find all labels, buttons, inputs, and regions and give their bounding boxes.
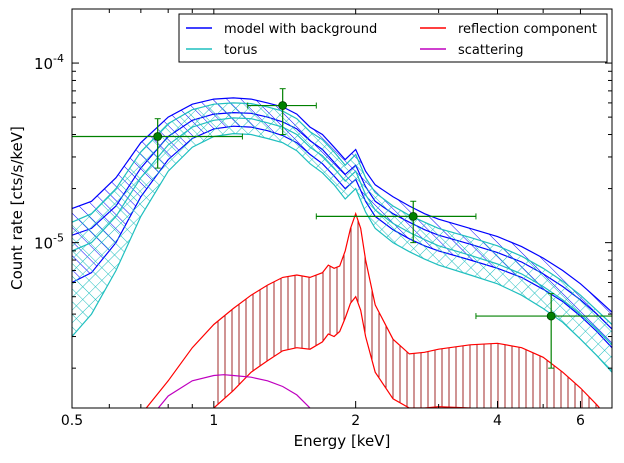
legend-entry-scattering: scattering: [420, 43, 524, 58]
scattering-line: [157, 374, 311, 408]
torus-center-line: [72, 117, 612, 346]
legend-entry-torus: torus: [186, 43, 258, 58]
legend-entry-model-with-background: model with background: [186, 22, 377, 37]
legend-box: [178, 13, 608, 63]
series-reflection-component: [145, 211, 601, 408]
reflection-component-lower-line: [213, 295, 476, 408]
plot-area: [72, 88, 612, 408]
x-tick-label: 1: [209, 413, 218, 429]
reflection-component-band: [213, 213, 600, 408]
legend-label: reflection component: [458, 22, 597, 37]
x-tick-label: 6: [576, 413, 585, 429]
y-tick-label: 10-4: [34, 52, 64, 73]
legend-label: torus: [224, 43, 258, 58]
x-tick-label: 0.5: [61, 413, 83, 429]
data-point-marker: [153, 132, 163, 141]
data-point-1: [72, 118, 243, 169]
model-with-background-upper-line: [72, 97, 612, 313]
legend: model with background torus reflection com…: [178, 13, 608, 63]
x-tick-label: 4: [493, 413, 502, 429]
plot-background: [72, 9, 612, 408]
data-point-3: [315, 200, 477, 244]
data-point-4: [475, 293, 612, 369]
data-point-2: [247, 88, 317, 136]
x-tick-label: 2: [351, 413, 360, 429]
series-scattering: [157, 374, 311, 408]
torus-upper-line: [72, 102, 612, 325]
reflection-component-upper-line: [145, 211, 601, 408]
series-torus: [72, 102, 612, 373]
data-point-marker: [546, 311, 556, 321]
y-tick-label: 10-5: [34, 232, 64, 253]
legend-entry-reflection-component: reflection component: [420, 22, 597, 37]
y-axis-label: Count rate [cts/s/keV]: [8, 126, 26, 290]
axes: 0.5 1 2 4 6 10-5 10-4: [34, 8, 612, 429]
legend-label: model with background: [224, 22, 377, 37]
legend-label: scattering: [458, 43, 524, 58]
data-point-marker: [408, 211, 418, 221]
data-point-marker: [278, 101, 288, 110]
torus-lower-line: [72, 132, 612, 373]
plot-frame: [71, 8, 613, 409]
x-axis-label: Energy [keV]: [294, 432, 391, 450]
